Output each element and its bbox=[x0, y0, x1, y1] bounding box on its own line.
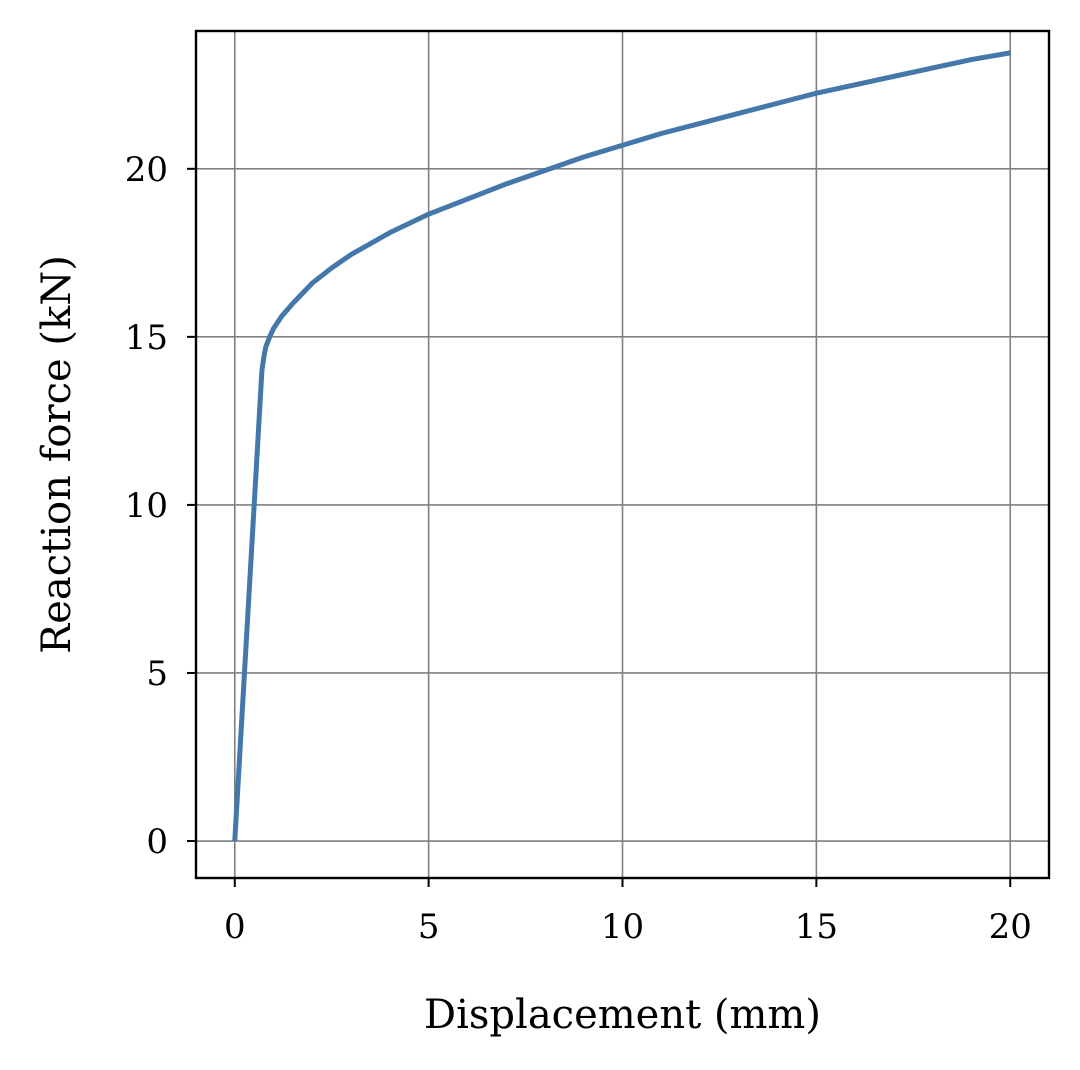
x-tick-label: 20 bbox=[989, 907, 1032, 947]
y-tick-label: 0 bbox=[146, 822, 168, 862]
series-line bbox=[232, 50, 1011, 842]
y-tick-label: 10 bbox=[125, 486, 168, 526]
y-tick-label: 20 bbox=[125, 150, 168, 190]
x-axis-label: Displacement (mm) bbox=[424, 992, 821, 1038]
x-tick-label: 5 bbox=[418, 907, 440, 947]
grid-layer bbox=[196, 31, 1049, 878]
series-layer bbox=[232, 50, 1011, 842]
x-tick-label: 15 bbox=[795, 907, 838, 947]
ticks-layer: 0 5 10 15 20 0 5 10 15 20 bbox=[125, 150, 1032, 947]
x-tick-label: 10 bbox=[601, 907, 644, 947]
y-tick-label: 5 bbox=[146, 654, 168, 694]
y-tick-label: 15 bbox=[125, 318, 168, 358]
y-axis-label: Reaction force (kN) bbox=[34, 255, 80, 654]
x-tick-label: 0 bbox=[224, 907, 246, 947]
